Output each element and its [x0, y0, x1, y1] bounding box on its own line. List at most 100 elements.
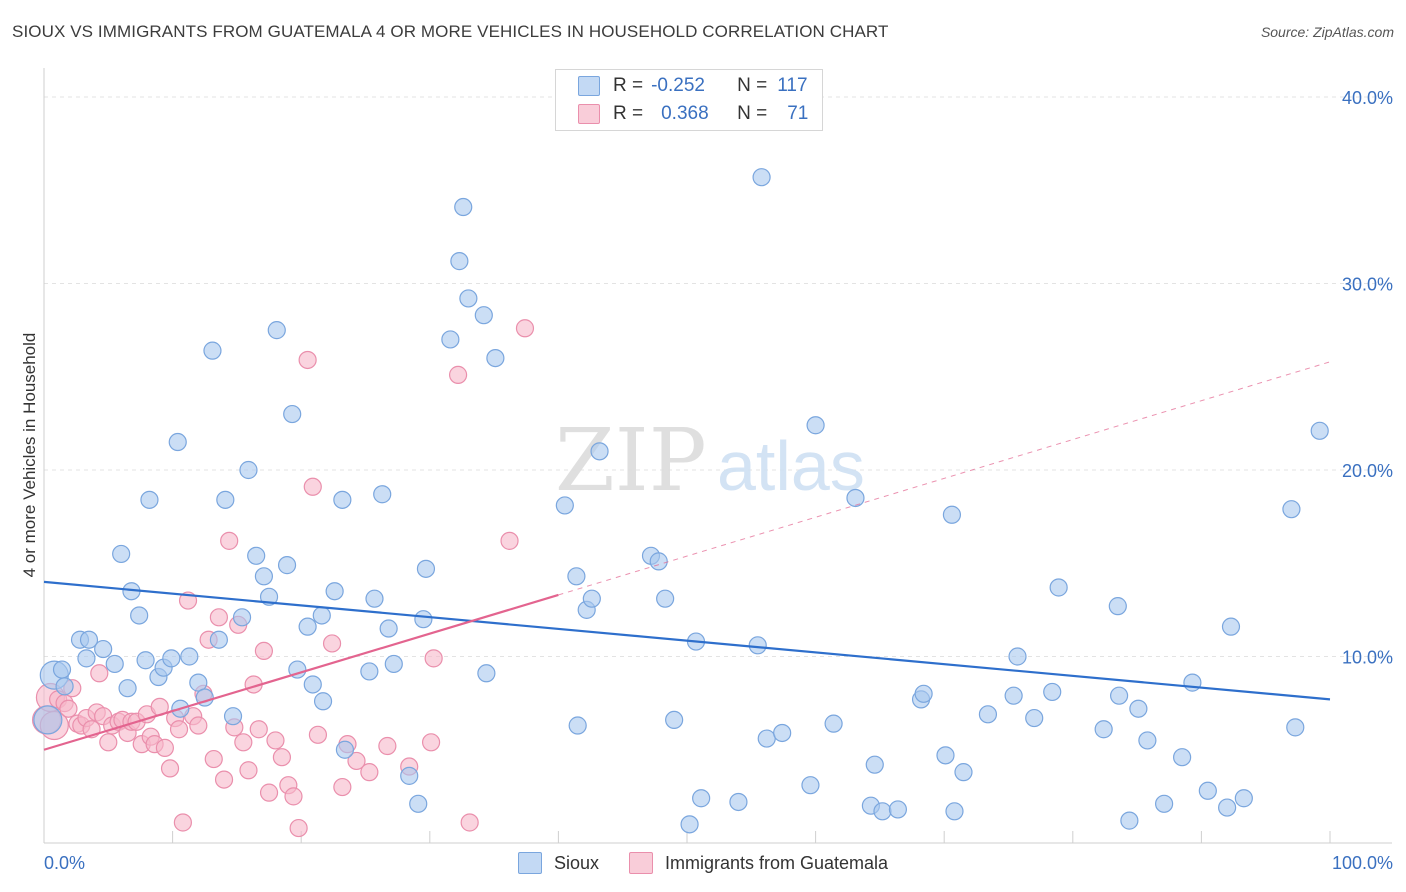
data-point — [365, 589, 384, 608]
data-point — [945, 802, 964, 821]
data-point — [266, 731, 285, 750]
data-point — [500, 531, 519, 550]
data-point — [801, 776, 820, 795]
data-point — [1173, 748, 1192, 767]
data-point — [162, 649, 181, 668]
data-point — [757, 729, 776, 748]
data-point — [90, 664, 109, 683]
legend-r-label: R = — [613, 75, 644, 96]
data-point — [77, 649, 96, 668]
data-point — [1218, 798, 1237, 817]
data-point — [173, 813, 192, 832]
data-point — [155, 738, 174, 757]
data-point — [214, 770, 234, 789]
data-point — [590, 442, 609, 461]
stats-legend: R = -0.252 N = 117 R = 0.368 N = 71 — [555, 69, 823, 131]
data-point — [459, 289, 478, 308]
data-point — [313, 692, 333, 711]
data-point — [272, 748, 292, 767]
legend-n-label: N = — [737, 103, 768, 124]
guatemala-trend-line — [43, 593, 559, 751]
data-point — [239, 761, 258, 780]
data-point — [824, 714, 843, 733]
data-point — [136, 651, 155, 670]
data-point — [1004, 686, 1023, 705]
data-point — [914, 684, 933, 703]
data-point — [232, 608, 252, 627]
data-point — [414, 610, 433, 629]
guatemala-points — [31, 319, 535, 838]
legend-r-value: -0.252 — [651, 75, 705, 96]
data-point — [168, 432, 187, 452]
chart-title: SIOUX VS IMMIGRANTS FROM GUATEMALA 4 OR … — [12, 22, 889, 41]
data-point — [360, 763, 379, 782]
data-point — [1221, 617, 1241, 636]
data-point — [94, 639, 113, 659]
data-point — [1043, 682, 1062, 702]
data-point — [460, 813, 479, 832]
data-point — [486, 349, 505, 368]
data-point — [568, 716, 587, 735]
data-point — [160, 759, 180, 778]
data-point — [416, 559, 436, 578]
data-point — [59, 699, 78, 718]
data-point — [118, 679, 137, 698]
data-point — [79, 630, 99, 649]
source-label: Source: ZipAtlas.com — [1260, 24, 1394, 40]
data-point — [454, 197, 473, 217]
data-point — [289, 818, 308, 838]
data-point — [1198, 781, 1217, 800]
data-point — [234, 733, 253, 752]
data-point — [515, 319, 535, 338]
data-point — [360, 662, 379, 681]
data-point — [474, 306, 493, 325]
data-point — [333, 490, 352, 509]
data-point — [421, 733, 441, 752]
data-point — [239, 460, 258, 480]
x-tick-label-min: 0.0% — [44, 853, 85, 873]
data-point — [55, 677, 74, 696]
data-point — [1155, 794, 1174, 813]
data-point — [99, 733, 118, 752]
data-point — [942, 505, 962, 524]
data-point — [665, 710, 684, 730]
data-point — [373, 485, 392, 504]
data-point — [400, 766, 419, 785]
legend-r-label: R = — [613, 103, 644, 124]
axis-labels: 10.0% 20.0% 30.0% 40.0% 0.0% 100.0% 4 or more … — [20, 88, 1393, 873]
y-tick-label: 10.0% — [1342, 648, 1393, 668]
data-point — [105, 654, 124, 674]
data-point — [247, 546, 266, 565]
data-point — [806, 416, 825, 435]
legend-row-sioux: R = -0.252 N = 117 — [578, 73, 808, 99]
data-point — [130, 606, 149, 625]
data-point — [259, 783, 279, 802]
data-point — [249, 720, 268, 739]
legend-swatch-guatemala — [628, 852, 653, 874]
legend-n-value: 71 — [787, 103, 809, 124]
y-axis-title: 4 or more Vehicles in Household — [20, 333, 39, 578]
data-point — [450, 252, 469, 271]
data-point — [1120, 811, 1139, 830]
sioux-points — [33, 168, 1329, 834]
data-point — [325, 582, 344, 601]
data-point — [1129, 699, 1148, 718]
data-point — [333, 777, 352, 797]
data-point — [1008, 647, 1027, 666]
data-point — [347, 751, 366, 771]
data-point — [773, 723, 792, 743]
data-point — [308, 725, 328, 744]
legend-item-guatemala[interactable]: Immigrants from Guatemala — [628, 852, 888, 874]
data-point — [409, 794, 428, 813]
data-point — [283, 404, 302, 424]
legend-row-guatemala: R = 0.368 N = 71 — [578, 101, 808, 127]
data-point — [1286, 718, 1305, 737]
data-point — [216, 490, 235, 509]
data-point — [298, 617, 317, 636]
data-point — [954, 763, 973, 782]
data-point — [209, 630, 228, 649]
legend-n-label: N = — [737, 75, 768, 96]
data-point — [1234, 789, 1253, 808]
legend-item-sioux[interactable]: Sioux — [517, 852, 599, 874]
